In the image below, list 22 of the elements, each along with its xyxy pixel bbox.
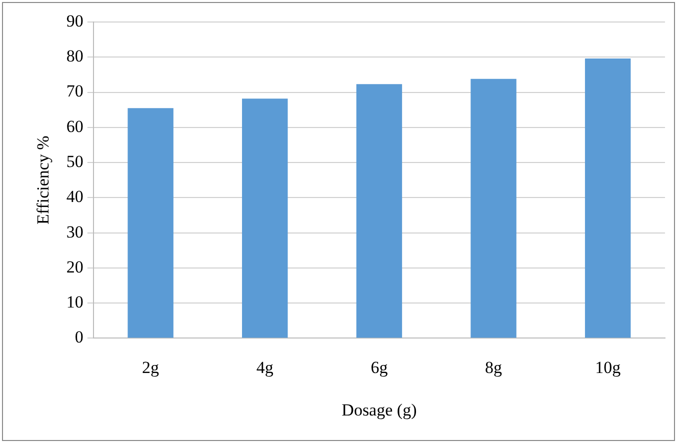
y-tick-label: 60 [66, 116, 84, 136]
x-axis-title: Dosage (g) [342, 400, 417, 420]
x-tick-label: 4g [256, 358, 274, 377]
x-tick-label: 8g [485, 358, 503, 377]
y-tick-label: 90 [66, 11, 84, 30]
y-tick-label: 10 [66, 292, 84, 312]
x-tick-label: 6g [370, 358, 388, 377]
y-tick-label: 70 [66, 82, 84, 101]
y-axis-title: Efficiency % [34, 136, 53, 225]
bar [470, 78, 516, 338]
bar [356, 84, 402, 338]
bar [128, 108, 174, 338]
y-tick-label: 40 [66, 187, 84, 206]
bar [242, 98, 288, 338]
y-tick-label: 80 [66, 46, 84, 66]
y-tick-label: 50 [66, 152, 84, 171]
x-tick-label: 10g [595, 358, 622, 377]
y-tick-label: 20 [66, 257, 84, 276]
x-tick-label: 2g [142, 358, 160, 377]
bar [584, 58, 631, 338]
y-tick-label: 0 [74, 328, 84, 347]
y-tick-label: 30 [66, 222, 84, 242]
